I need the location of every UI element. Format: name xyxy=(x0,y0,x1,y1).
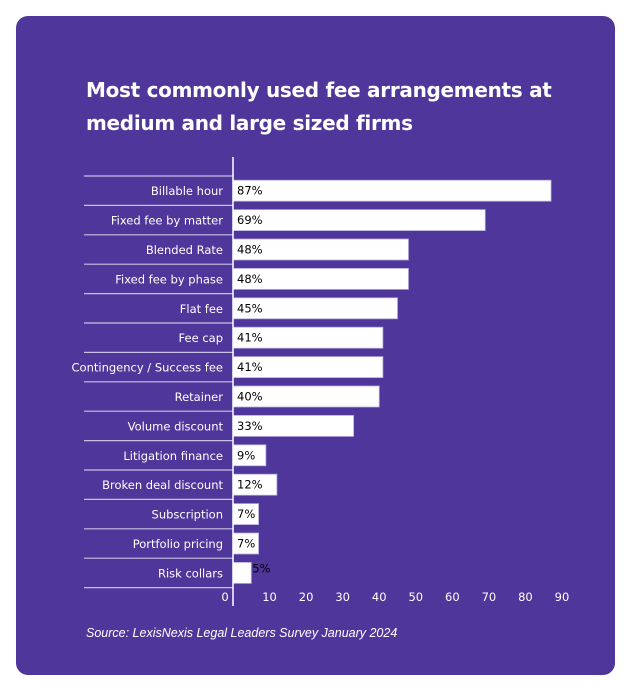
category-label: Risk collars xyxy=(158,566,223,580)
data-label: 12% xyxy=(237,478,263,492)
category-label: Flat fee xyxy=(180,302,223,316)
category-label: Blended Rate xyxy=(146,243,223,257)
data-label: 41% xyxy=(237,331,263,345)
data-label: 48% xyxy=(237,243,263,257)
x-tick-label: 40 xyxy=(372,590,387,604)
data-label: 87% xyxy=(237,184,263,198)
x-tick-label: 30 xyxy=(335,590,350,604)
x-tick-label: 90 xyxy=(555,590,570,604)
data-label: 33% xyxy=(237,419,263,433)
category-label: Retainer xyxy=(175,390,224,404)
x-tick-label: 60 xyxy=(445,590,460,604)
data-label: 9% xyxy=(237,448,255,462)
category-label: Fixed fee by matter xyxy=(111,214,223,228)
data-label: 5% xyxy=(252,561,270,575)
bar xyxy=(232,179,552,202)
data-label: 69% xyxy=(237,213,263,227)
category-label: Fixed fee by phase xyxy=(115,272,223,286)
data-label: 7% xyxy=(237,507,255,521)
x-tick-label: 50 xyxy=(408,590,423,604)
category-label: Litigation finance xyxy=(123,449,223,463)
category-label: Portfolio pricing xyxy=(133,537,223,551)
bar xyxy=(232,562,252,584)
x-tick-label: 20 xyxy=(299,590,314,604)
x-tick-label: 80 xyxy=(518,590,533,604)
x-tick-label: 70 xyxy=(482,590,497,604)
category-label: Billable hour xyxy=(151,184,223,198)
data-label: 40% xyxy=(237,390,263,404)
x-tick-label: 0 xyxy=(221,590,228,604)
x-tick-label: 10 xyxy=(262,590,277,604)
bar xyxy=(232,209,486,232)
data-label: 7% xyxy=(237,537,255,551)
chart-title: Most commonly used fee arrangements at m… xyxy=(86,78,552,135)
data-label: 41% xyxy=(237,360,263,374)
category-label: Subscription xyxy=(152,508,223,522)
category-label: Volume discount xyxy=(128,419,224,433)
category-label: Contingency / Success fee xyxy=(72,361,223,375)
source-note: Source: LexisNexis Legal Leaders Survey … xyxy=(86,626,398,640)
category-label: Broken deal discount xyxy=(102,478,223,492)
data-label: 48% xyxy=(237,272,263,286)
category-label: Fee cap xyxy=(179,331,223,345)
data-label: 45% xyxy=(237,301,263,315)
